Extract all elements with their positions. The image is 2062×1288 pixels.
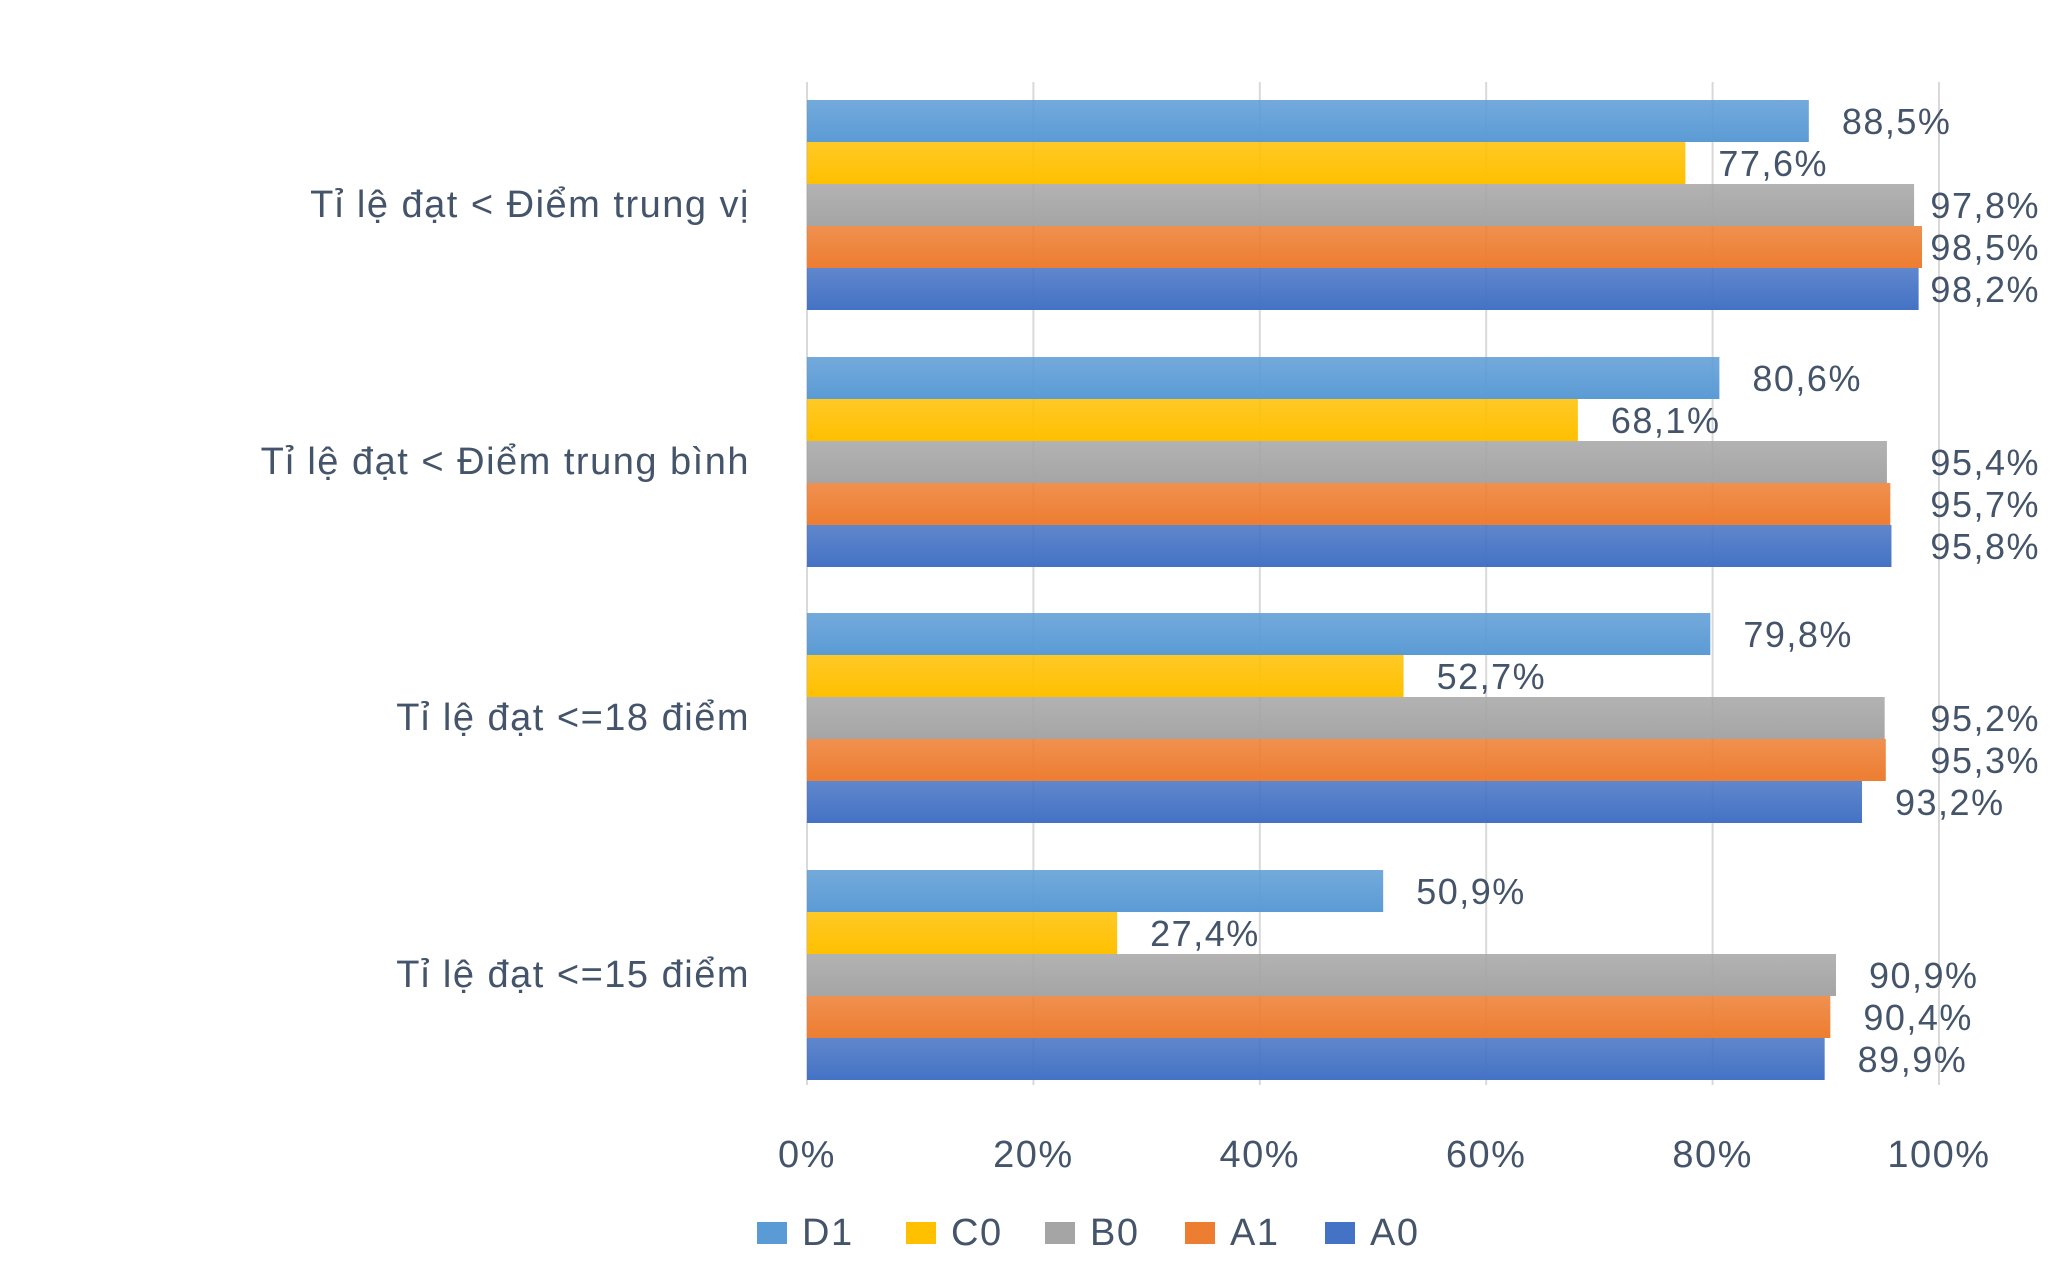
category-label: Tỉ lệ đạt < Điểm trung vị [310,184,750,226]
bar-d1 [807,357,1720,399]
legend-label-b0: B0 [1090,1212,1139,1254]
bar-c0 [807,142,1686,184]
legend-label-d1: D1 [802,1212,854,1254]
data-label: 90,4% [1863,997,1973,1038]
data-label: 95,3% [1930,740,2040,781]
data-label: 98,5% [1930,227,2040,268]
data-label: 88,5% [1842,101,1952,142]
legend-swatch-a0 [1325,1222,1355,1244]
data-label: 95,8% [1930,526,2040,567]
x-axis-ticks: 0% 20% 40% 60% 80% 100% [778,1134,1990,1176]
bar-b0 [807,697,1885,739]
bar-d1 [807,100,1809,142]
bar-a1 [807,483,1891,525]
data-label: 52,7% [1437,656,1547,697]
category-labels: Tỉ lệ đạt < Điểm trung vị Tỉ lệ đạt < Điể… [261,184,750,996]
bar-d1 [807,870,1384,912]
bar-a1 [807,739,1886,781]
bar-c0 [807,912,1118,954]
legend-swatch-a1 [1185,1222,1215,1244]
data-label: 95,4% [1930,442,2040,483]
legend: D1 C0 B0 A1 A0 [757,1212,1419,1254]
x-tick-label: 60% [1446,1134,1527,1176]
x-tick-label: 100% [1887,1134,1990,1176]
bar-a0 [807,781,1863,823]
bar-d1 [807,613,1711,655]
legend-swatch-c0 [906,1222,936,1244]
category-label: Tỉ lệ đạt <=15 điểm [396,954,750,996]
data-labels: 88,5% 77,6% 97,8%98,5%98,2% 80,6% 68,1% 95,4%… [1150,101,2040,1080]
bar-b0 [807,441,1887,483]
bar-b0 [807,954,1836,996]
data-label: 50,9% [1416,871,1526,912]
data-label: 27,4% [1150,913,1260,954]
x-tick-label: 80% [1672,1134,1753,1176]
bar-a0 [807,1038,1825,1080]
bar-c0 [807,655,1404,697]
x-tick-label: 20% [993,1134,1074,1176]
legend-swatch-b0 [1045,1222,1075,1244]
data-label: 97,8% [1930,185,2040,226]
bar-a0 [807,268,1919,310]
data-label: 80,6% [1752,358,1862,399]
data-label: 77,6% [1718,143,1828,184]
bars [807,100,1923,1080]
legend-label-a0: A0 [1370,1212,1419,1254]
category-label: Tỉ lệ đạt <=18 điểm [396,697,750,739]
bar-b0 [807,184,1915,226]
legend-swatch-d1 [757,1222,787,1244]
data-label: 90,9% [1869,955,1979,996]
bar-c0 [807,399,1578,441]
x-tick-label: 40% [1220,1134,1301,1176]
data-label: 93,2% [1895,782,2005,823]
data-label: 68,1% [1611,400,1721,441]
legend-label-a1: A1 [1230,1212,1279,1254]
data-label: 98,2% [1930,269,2040,310]
data-label: 79,8% [1743,614,1853,655]
category-label: Tỉ lệ đạt < Điểm trung bình [261,441,750,483]
bar-a1 [807,226,1923,268]
data-label: 89,9% [1858,1039,1968,1080]
legend-label-c0: C0 [951,1212,1003,1254]
bar-a1 [807,996,1831,1038]
bar-a0 [807,525,1892,567]
data-label: 95,2% [1930,698,2040,739]
x-tick-label: 0% [778,1134,836,1176]
data-label: 95,7% [1930,484,2040,525]
